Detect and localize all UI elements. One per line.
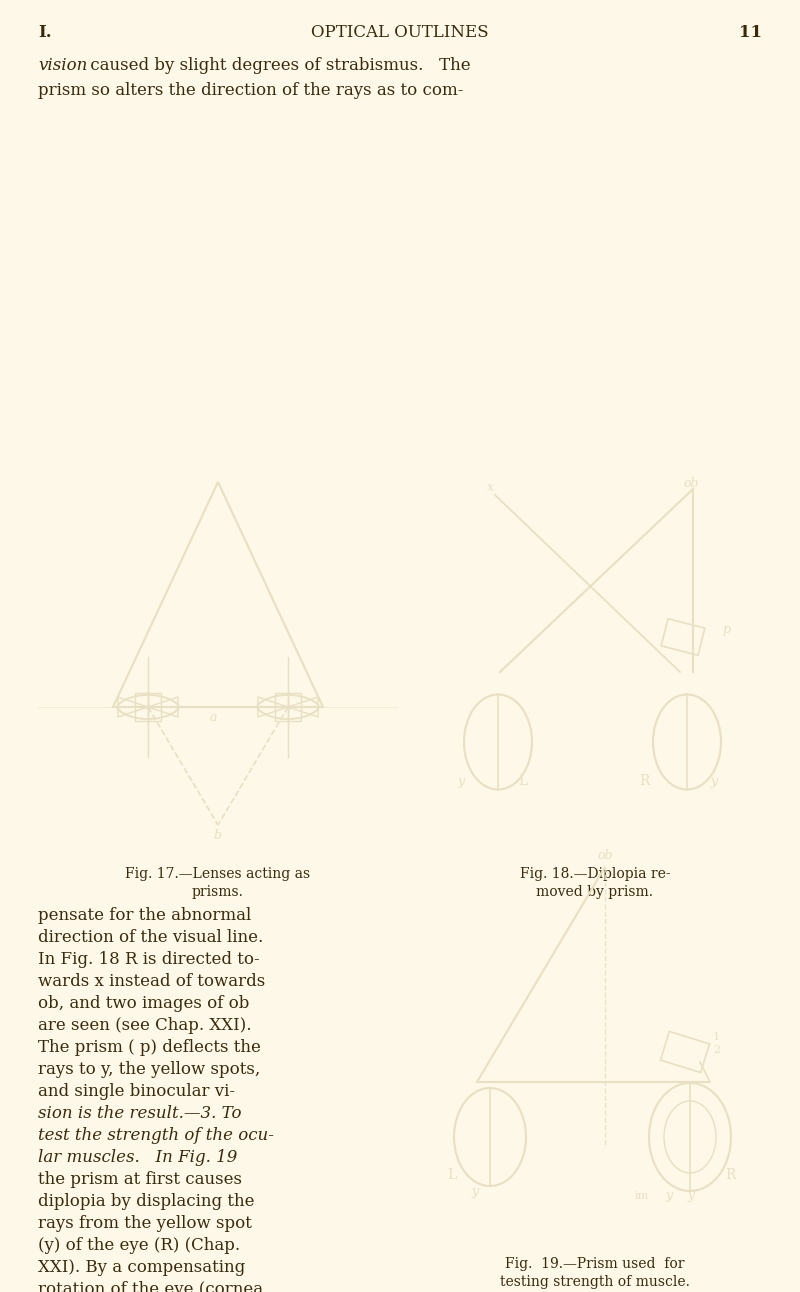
Text: prisms.: prisms.: [192, 885, 244, 899]
Text: y: y: [687, 1189, 694, 1202]
Text: Fig. 18.—Diplopia re-: Fig. 18.—Diplopia re-: [520, 867, 670, 881]
Text: and single binocular vi-: and single binocular vi-: [38, 1083, 235, 1099]
Text: y: y: [710, 775, 717, 788]
Text: testing strength of muscle.: testing strength of muscle.: [500, 1275, 690, 1289]
Text: rotation of the eye (cornea,: rotation of the eye (cornea,: [38, 1280, 269, 1292]
Text: wards x instead of towards: wards x instead of towards: [38, 973, 266, 990]
Text: R: R: [725, 1168, 735, 1182]
Text: ob, and two images of ob: ob, and two images of ob: [38, 995, 250, 1012]
Text: vision: vision: [38, 57, 87, 74]
Text: p: p: [722, 623, 730, 636]
Text: a: a: [210, 711, 218, 724]
Text: I.: I.: [38, 25, 52, 41]
Text: R: R: [639, 774, 650, 788]
Text: rays from the yellow spot: rays from the yellow spot: [38, 1214, 252, 1233]
Text: ob: ob: [597, 849, 613, 862]
Text: 2: 2: [713, 1045, 720, 1056]
Text: pensate for the abnormal: pensate for the abnormal: [38, 907, 251, 924]
Text: y: y: [665, 1189, 672, 1202]
Text: direction of the visual line.: direction of the visual line.: [38, 929, 263, 946]
Text: x: x: [487, 481, 494, 494]
Text: L: L: [518, 774, 527, 788]
Text: 1: 1: [713, 1032, 720, 1043]
Text: 11: 11: [739, 25, 762, 41]
Text: (y) of the eye (R) (Chap.: (y) of the eye (R) (Chap.: [38, 1236, 240, 1255]
Text: In Fig. 18 R is directed to-: In Fig. 18 R is directed to-: [38, 951, 260, 968]
Text: The prism ( p) deflects the: The prism ( p) deflects the: [38, 1039, 261, 1056]
Text: y: y: [471, 1185, 478, 1198]
Text: L: L: [447, 1168, 456, 1182]
Text: caused by slight degrees of strabismus.   The: caused by slight degrees of strabismus. …: [85, 57, 470, 74]
Text: OPTICAL OUTLINES: OPTICAL OUTLINES: [311, 25, 489, 41]
Text: y: y: [457, 775, 464, 788]
Text: Fig.  19.—Prism used  for: Fig. 19.—Prism used for: [506, 1257, 685, 1271]
Text: sion is the result.—3. To: sion is the result.—3. To: [38, 1105, 242, 1121]
Bar: [275, 693, 301, 721]
Text: are seen (see Chap. XXI).: are seen (see Chap. XXI).: [38, 1017, 251, 1034]
Text: the prism at first causes: the prism at first causes: [38, 1171, 242, 1189]
Text: test the strength of the ocu-: test the strength of the ocu-: [38, 1127, 274, 1143]
Text: ob: ob: [683, 477, 698, 490]
Text: XXI). By a compensating: XXI). By a compensating: [38, 1258, 246, 1276]
Bar: [135, 693, 161, 721]
Text: b: b: [213, 829, 221, 842]
Text: Fig. 17.—Lenses acting as: Fig. 17.—Lenses acting as: [126, 867, 310, 881]
Text: moved by prism.: moved by prism.: [537, 885, 654, 899]
Text: lar muscles.   In Fig. 19: lar muscles. In Fig. 19: [38, 1149, 238, 1165]
Text: im: im: [635, 1191, 650, 1202]
Text: diplopia by displacing the: diplopia by displacing the: [38, 1193, 254, 1211]
Text: prism so alters the direction of the rays as to com-: prism so alters the direction of the ray…: [38, 81, 463, 99]
Text: rays to y, the yellow spots,: rays to y, the yellow spots,: [38, 1061, 260, 1078]
